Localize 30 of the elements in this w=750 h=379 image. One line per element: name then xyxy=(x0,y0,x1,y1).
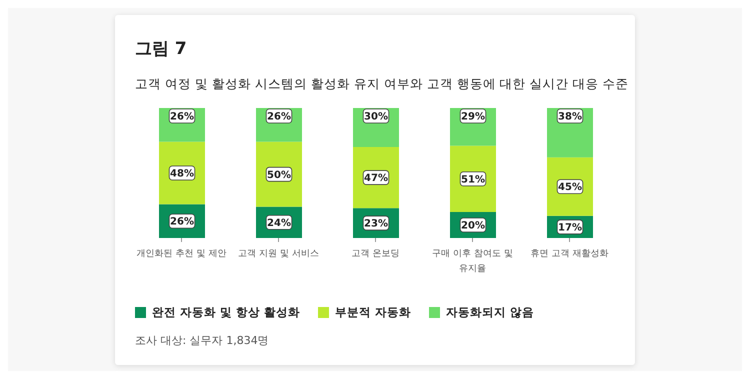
x-tick-label: 개인화된 추천 및 제안 xyxy=(136,249,226,259)
data-label: 30% xyxy=(364,112,388,122)
data-label: 23% xyxy=(364,218,388,230)
x-tick-label: 휴면 고객 재활성화 xyxy=(530,249,608,259)
bar xyxy=(159,142,205,204)
bar xyxy=(547,157,593,216)
legend-label: 자동화되지 않음 xyxy=(446,305,534,320)
legend-label: 완전 자동화 및 항상 활성화 xyxy=(152,305,300,320)
data-label: 50% xyxy=(267,170,291,181)
data-label: 26% xyxy=(170,112,194,122)
data-label: 24% xyxy=(267,218,291,229)
bar xyxy=(450,146,496,212)
x-tick-label: 구매 이후 참여도 및 유지율 xyxy=(432,249,513,274)
chart-subtitle: 고객 여정 및 활성화 시스템의 활성화 유지 여부와 고객 행동에 대한 실시간 대응 수준 xyxy=(135,76,629,93)
data-label: 48% xyxy=(170,168,194,180)
text: 조사 대상: 실무자 1,834명 xyxy=(135,333,269,348)
data-label: 38% xyxy=(558,112,582,122)
x-tick-label: 고객 온보딩 xyxy=(352,249,400,259)
bar xyxy=(256,142,302,207)
data-label: 17% xyxy=(558,222,582,234)
data-label: 26% xyxy=(267,112,291,122)
data-label: 29% xyxy=(461,112,485,122)
legend-label: 부분적 자동화 xyxy=(335,305,412,320)
chart-title: 그림 7 xyxy=(135,38,187,60)
data-label: 45% xyxy=(558,182,582,194)
data-label: 20% xyxy=(461,220,485,232)
data-label: 26% xyxy=(170,216,194,228)
data-label: 47% xyxy=(364,173,388,184)
x-tick-label: 고객 지원 및 서비스 xyxy=(238,249,319,259)
data-label: 51% xyxy=(461,174,485,186)
